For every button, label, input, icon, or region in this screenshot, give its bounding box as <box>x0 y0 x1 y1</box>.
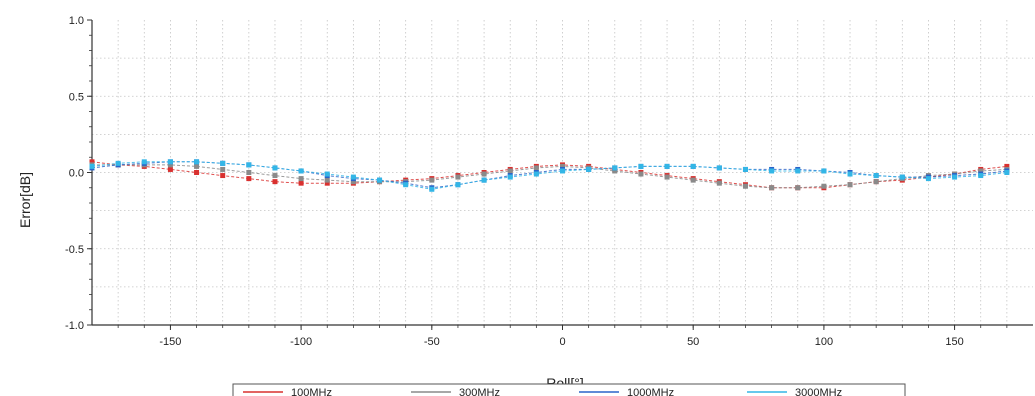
data-point <box>298 168 304 174</box>
data-point <box>194 170 200 175</box>
data-point <box>821 183 827 189</box>
data-point <box>220 173 226 179</box>
legend: 100MHz 300MHz 1000MHz 3000MHz <box>232 383 906 396</box>
data-point <box>194 159 200 165</box>
data-point <box>246 176 252 182</box>
data-point <box>403 182 409 188</box>
data-point <box>716 165 722 171</box>
data-point <box>220 166 226 172</box>
data-point <box>664 174 670 180</box>
data-point <box>533 171 539 177</box>
data-point <box>298 180 304 186</box>
data-point <box>1004 163 1010 169</box>
x-tick-label: -100 <box>290 336 312 348</box>
data-point <box>89 163 95 169</box>
data-point <box>952 174 958 180</box>
data-point <box>272 173 278 179</box>
data-point <box>167 159 173 165</box>
data-point <box>638 163 644 169</box>
data-point <box>455 182 461 188</box>
tick-labels: 1.0 0.5 0.0 -0.5 -1.0 -150 -100 -50 0 50 100 150 <box>65 15 964 348</box>
data-point <box>690 177 696 183</box>
data-point <box>141 159 147 165</box>
data-point <box>246 162 252 168</box>
legend-box <box>232 383 906 396</box>
data-point <box>847 171 853 177</box>
data-point <box>89 159 95 165</box>
data-point <box>612 165 618 171</box>
data-point <box>324 180 330 186</box>
series-3000MHz <box>89 159 1010 192</box>
data-point <box>507 168 513 174</box>
legend-label: 3000MHz <box>795 387 842 396</box>
data-point <box>821 168 827 174</box>
data-point <box>429 186 435 192</box>
data-point <box>795 185 801 191</box>
data-point <box>220 160 226 166</box>
data-point <box>507 174 513 180</box>
data-point <box>716 180 722 186</box>
data-point <box>873 173 879 179</box>
data-point <box>1004 170 1010 175</box>
data-point <box>533 165 539 171</box>
data-point <box>481 171 487 177</box>
data-point <box>978 173 984 179</box>
data-point <box>612 168 618 174</box>
data-point <box>298 176 304 182</box>
data-point <box>272 165 278 171</box>
y-tick-label: 0.5 <box>69 91 84 103</box>
data-point <box>560 168 565 174</box>
data-point <box>690 163 696 169</box>
data-point <box>194 163 200 169</box>
x-tick-label: 0 <box>559 336 565 348</box>
legend-label: 300MHz <box>459 387 500 396</box>
data-point <box>429 177 435 183</box>
series-line <box>92 164 1007 189</box>
x-tick-label: 50 <box>687 336 699 348</box>
x-tick-label: 150 <box>945 336 963 348</box>
data-point <box>925 176 931 182</box>
data-point <box>586 166 592 172</box>
y-tick-label: -0.5 <box>65 244 84 256</box>
data-point <box>795 168 801 174</box>
legend-label: 1000MHz <box>627 387 674 396</box>
data-point <box>873 179 879 185</box>
x-tick-label: -150 <box>159 336 181 348</box>
data-point <box>324 171 330 177</box>
data-point <box>742 183 748 189</box>
data-point <box>664 163 670 169</box>
data-point <box>769 185 775 191</box>
data-point <box>115 160 121 166</box>
data-point <box>167 166 173 172</box>
y-axis-label: Error[dB] <box>17 172 33 228</box>
data-point <box>847 182 853 188</box>
y-tick-label: -1.0 <box>65 320 84 332</box>
axes <box>87 19 1033 330</box>
data-point <box>638 171 644 177</box>
y-tick-label: 0.0 <box>69 168 84 180</box>
data-point <box>377 177 383 183</box>
data-point <box>742 166 748 172</box>
x-tick-label: -50 <box>424 336 440 348</box>
data-point <box>481 177 487 183</box>
data-point <box>769 168 775 174</box>
series-line <box>91 161 1007 190</box>
data-point <box>167 162 173 168</box>
data-point <box>899 174 905 180</box>
data-point <box>272 179 278 185</box>
x-tick-label: 100 <box>815 336 833 348</box>
data-point <box>455 174 461 180</box>
data-point <box>350 174 356 180</box>
data-point <box>560 163 565 169</box>
data-point <box>350 179 356 185</box>
series-layer <box>89 159 1010 192</box>
data-point <box>978 168 984 174</box>
data-point <box>246 170 252 175</box>
y-tick-label: 1.0 <box>69 15 84 27</box>
data-point <box>324 177 330 183</box>
legend-label: 100MHz <box>291 387 332 396</box>
